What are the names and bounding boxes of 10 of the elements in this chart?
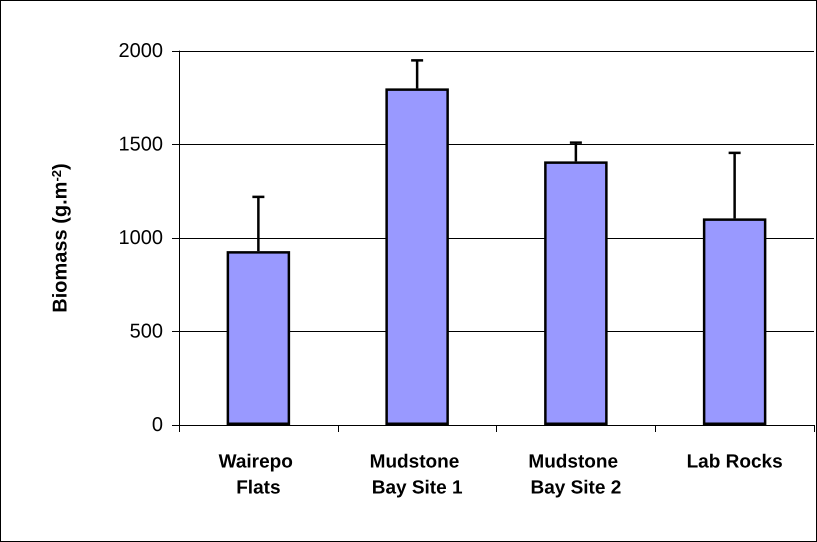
x-tick-label: Mudstone Bay Site 1	[370, 452, 465, 498]
x-tick-label: Mudstone Bay Site 2	[528, 452, 624, 498]
y-axis-title: Biomass (g.m-2)	[49, 163, 72, 313]
y-tick-label: 1000	[118, 227, 163, 249]
y-tick-label: 2000	[118, 40, 163, 62]
y-tick-label: 1500	[118, 134, 163, 156]
x-tick-label: Lab Rocks	[686, 452, 783, 472]
x-tick-label: Wairepo Flats	[218, 452, 298, 498]
y-tick-label: 500	[130, 320, 163, 342]
y-tick-label: 0	[152, 414, 163, 436]
